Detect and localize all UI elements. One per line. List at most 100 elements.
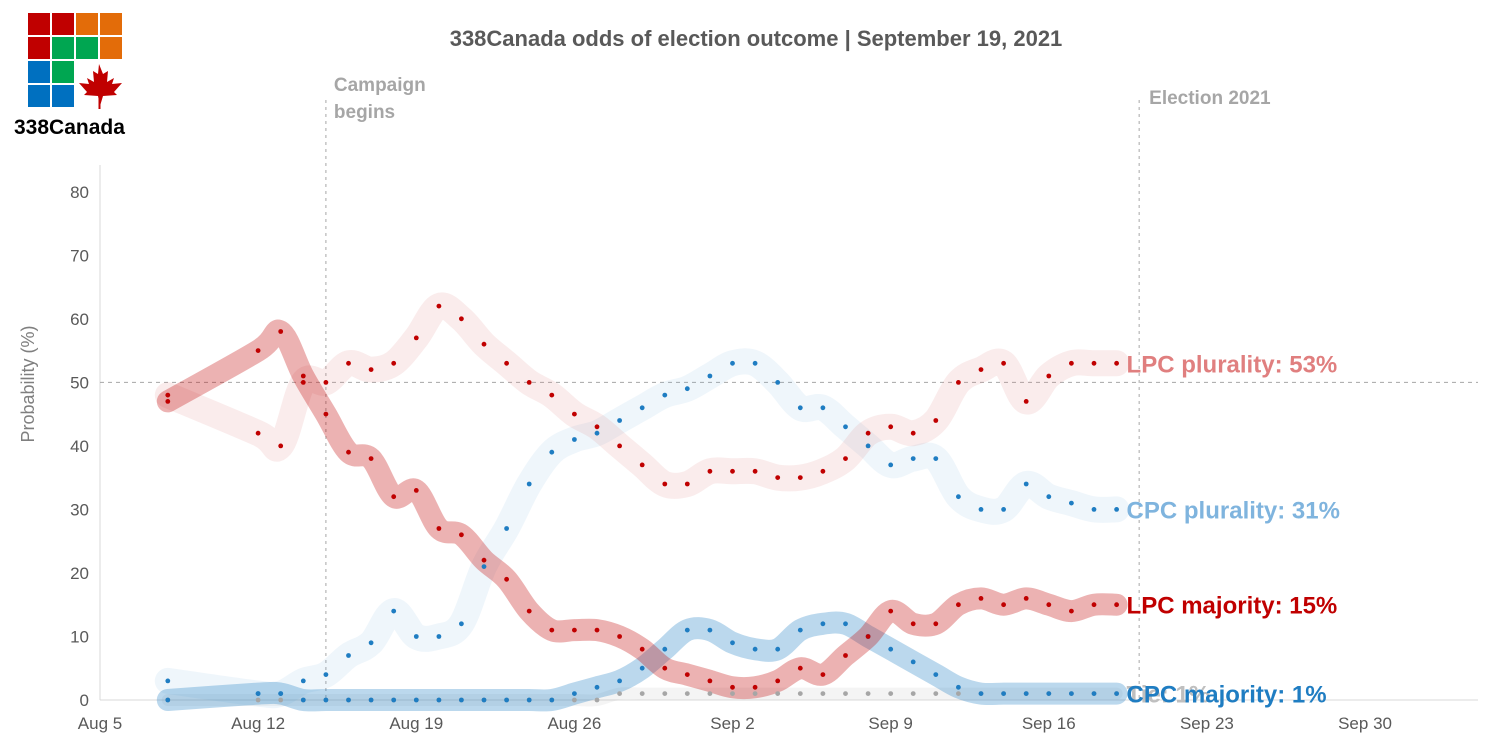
- maple-leaf-icon: [79, 64, 122, 106]
- cpc-plurality-point: [481, 564, 487, 569]
- cpc-plurality-point: [956, 494, 961, 500]
- cpc-plurality-point: [323, 672, 329, 677]
- lpc-plurality-point: [1091, 360, 1097, 366]
- cpc-plurality-point: [752, 360, 758, 366]
- tie-point: [684, 691, 690, 696]
- logo-square: [76, 37, 98, 59]
- lpc-plurality-point: [933, 418, 939, 423]
- lpc-majority-end-label: LPC majority: 15%: [1127, 593, 1338, 620]
- lpc-plurality-point: [843, 456, 848, 461]
- tie-point: [662, 691, 668, 696]
- y-tick-label: 50: [70, 373, 89, 392]
- y-tick-label: 80: [70, 183, 89, 202]
- tie-point: [865, 691, 871, 696]
- cpc-majority-point: [323, 697, 329, 703]
- cpc-majority-point: [730, 640, 735, 646]
- cpc-majority-point: [978, 691, 984, 696]
- y-tick-label: 20: [70, 564, 89, 583]
- lpc-plurality-point: [684, 481, 690, 487]
- tie-point: [933, 691, 939, 696]
- tie-point: [572, 697, 577, 703]
- cpc-plurality-trend-band: [154, 348, 1130, 709]
- cpc-plurality-point: [346, 653, 351, 658]
- cpc-plurality-point: [1091, 507, 1097, 512]
- tie-point: [820, 691, 826, 696]
- cpc-majority-point: [1001, 691, 1006, 696]
- lpc-plurality-point: [572, 411, 577, 417]
- cpc-plurality-point: [594, 430, 600, 436]
- cpc-majority-point: [165, 697, 171, 703]
- lpc-plurality-point: [504, 360, 509, 366]
- lpc-plurality-point: [1114, 360, 1119, 366]
- y-tick-label: 0: [80, 691, 89, 710]
- lpc-majority-point: [481, 557, 487, 563]
- lpc-majority-point: [639, 646, 645, 652]
- lpc-plurality-point: [956, 380, 961, 385]
- cpc-plurality-point: [820, 405, 826, 411]
- lpc-plurality-point: [255, 430, 261, 436]
- tie-point: [594, 697, 600, 703]
- lpc-majority-point: [504, 576, 509, 582]
- x-tick-label: Aug 26: [547, 714, 601, 733]
- cpc-majority-point: [572, 691, 577, 696]
- cpc-majority-point: [1046, 691, 1052, 696]
- cpc-plurality-point: [1023, 481, 1029, 487]
- cpc-plurality-point: [368, 640, 374, 646]
- cpc-plurality-point: [1001, 507, 1006, 512]
- tie-point: [255, 697, 261, 703]
- lpc-plurality-point: [459, 316, 464, 322]
- cpc-plurality-point: [572, 437, 577, 442]
- cpc-majority-point: [820, 621, 826, 627]
- tie-end-label: Tie: 1%: [1127, 682, 1211, 709]
- tie-point: [956, 691, 961, 696]
- lpc-plurality-point: [391, 360, 397, 366]
- lpc-plurality-point: [888, 424, 894, 430]
- lpc-majority-point: [594, 627, 600, 633]
- lpc-plurality-point: [594, 424, 600, 430]
- lpc-plurality-point: [413, 335, 419, 341]
- lpc-plurality-point: [481, 341, 487, 347]
- cpc-plurality-point: [865, 443, 871, 449]
- x-tick-label: Aug 5: [78, 714, 122, 733]
- y-tick-label: 70: [70, 246, 89, 265]
- cpc-plurality-point: [684, 386, 690, 392]
- cpc-majority-point: [797, 627, 803, 633]
- cpc-plurality-point: [843, 424, 848, 430]
- cpc-plurality-point: [662, 392, 668, 398]
- lpc-majority-point: [684, 672, 690, 677]
- lpc-plurality-point: [1046, 373, 1052, 379]
- cpc-plurality-point: [549, 449, 555, 455]
- y-axis-label: Probability (%): [18, 325, 38, 442]
- x-tick-label: Aug 12: [231, 714, 285, 733]
- lpc-majority-point: [707, 678, 713, 684]
- cpc-majority-point: [549, 697, 555, 703]
- lpc-majority-point: [662, 665, 668, 671]
- cpc-plurality-point: [910, 456, 916, 461]
- cpc-majority-point: [526, 697, 532, 703]
- cpc-plurality-point: [526, 481, 532, 487]
- cpc-majority-point: [639, 665, 645, 671]
- lpc-majority-point: [1069, 608, 1074, 614]
- lpc-plurality-point: [1069, 360, 1074, 366]
- logo-text: 338Canada: [14, 116, 125, 139]
- lpc-majority-point: [1091, 602, 1097, 608]
- lpc-majority-point: [436, 526, 442, 531]
- lpc-majority-point: [888, 608, 894, 614]
- lpc-majority-point: [843, 653, 848, 658]
- lpc-plurality-point: [1023, 399, 1029, 404]
- lpc-majority-point: [549, 627, 555, 633]
- cpc-plurality-point: [1069, 500, 1074, 506]
- cpc-plurality-point: [504, 526, 509, 531]
- lpc-majority-point: [617, 634, 622, 639]
- tie-point: [617, 691, 622, 696]
- tie-point: [888, 691, 894, 696]
- lpc-majority-point: [820, 672, 826, 677]
- cpc-plurality-point: [797, 405, 803, 411]
- cpc-plurality-point: [775, 380, 781, 385]
- lpc-plurality-point: [707, 468, 713, 474]
- cpc-plurality-point: [165, 678, 171, 684]
- lpc-plurality-point: [368, 367, 374, 372]
- lpc-plurality-point: [346, 360, 351, 366]
- cpc-plurality-end-label: CPC plurality: 31%: [1127, 497, 1340, 524]
- lpc-majority-point: [346, 449, 351, 455]
